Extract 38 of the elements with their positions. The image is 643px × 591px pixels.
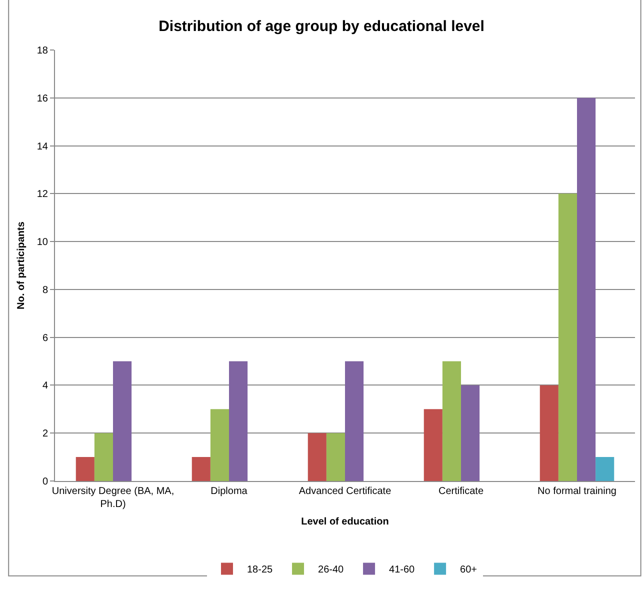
y-tick-label: 6 — [42, 332, 48, 344]
legend-label: 60+ — [460, 564, 478, 576]
bar — [94, 433, 113, 481]
x-tick-label: No formal training — [538, 486, 616, 497]
y-tick-label: 8 — [42, 284, 48, 296]
x-tick-label: Diploma — [210, 486, 248, 497]
bar — [326, 433, 345, 481]
bar — [345, 361, 364, 481]
y-tick-label: 18 — [36, 46, 48, 56]
bar — [442, 361, 461, 481]
bar — [229, 361, 248, 481]
x-tick-label: Advanced Certificate — [298, 486, 392, 497]
y-tick-label: 2 — [42, 428, 48, 440]
y-tick-label: 14 — [36, 141, 48, 152]
y-tick-label: 10 — [36, 237, 48, 248]
y-tick-label: 16 — [36, 93, 48, 104]
bar — [461, 385, 480, 481]
legend-label: 26-40 — [318, 564, 344, 576]
legend-label: 18-25 — [247, 564, 274, 576]
x-tick-label: Certificate — [438, 486, 484, 497]
bar — [540, 385, 558, 481]
y-tick-label: 12 — [36, 189, 48, 200]
bar — [424, 409, 442, 481]
bar — [308, 433, 326, 481]
bar — [192, 457, 210, 481]
bar — [596, 457, 614, 481]
bar — [113, 361, 132, 481]
x-axis-title: Level of education — [301, 516, 389, 528]
y-tick-label: 4 — [42, 380, 48, 392]
y-tick-label: 0 — [42, 476, 48, 488]
y-axis-title: No. of participants — [16, 221, 27, 310]
bar — [577, 98, 596, 481]
legend-label: 41-60 — [389, 564, 416, 576]
chart-title: Distribution of age group by educational level — [158, 18, 484, 36]
bar — [210, 409, 229, 481]
x-tick-label: University Degree (BA, MA, Ph.D) — [52, 486, 174, 510]
bar — [558, 194, 577, 481]
bar — [76, 457, 94, 481]
